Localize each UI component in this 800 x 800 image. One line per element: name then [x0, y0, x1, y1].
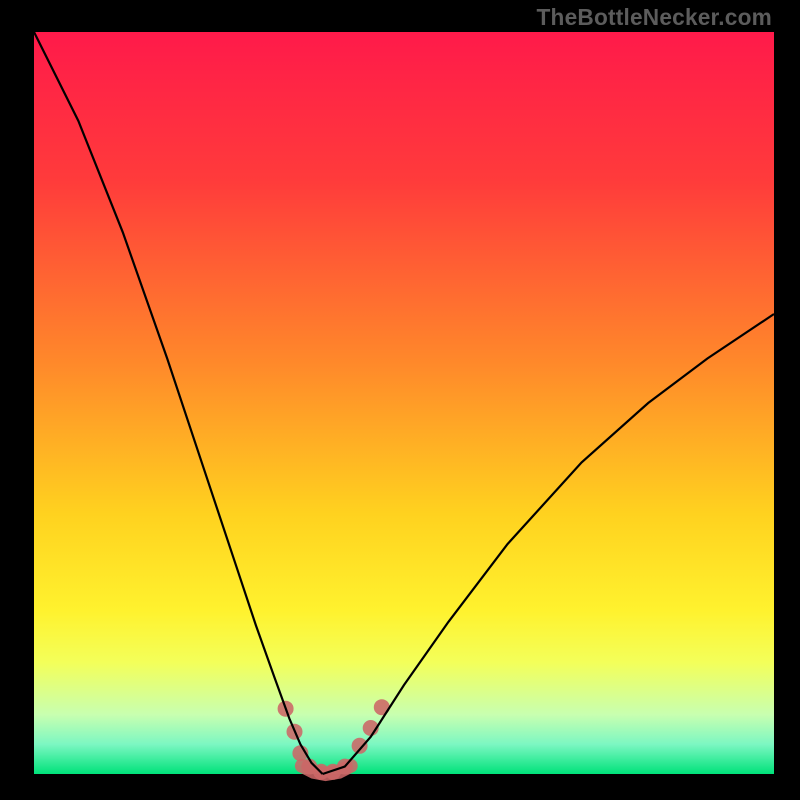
- watermark-text: TheBottleNecker.com: [537, 4, 772, 31]
- frame: TheBottleNecker.com: [0, 0, 800, 800]
- bottleneck-curve: [0, 0, 800, 800]
